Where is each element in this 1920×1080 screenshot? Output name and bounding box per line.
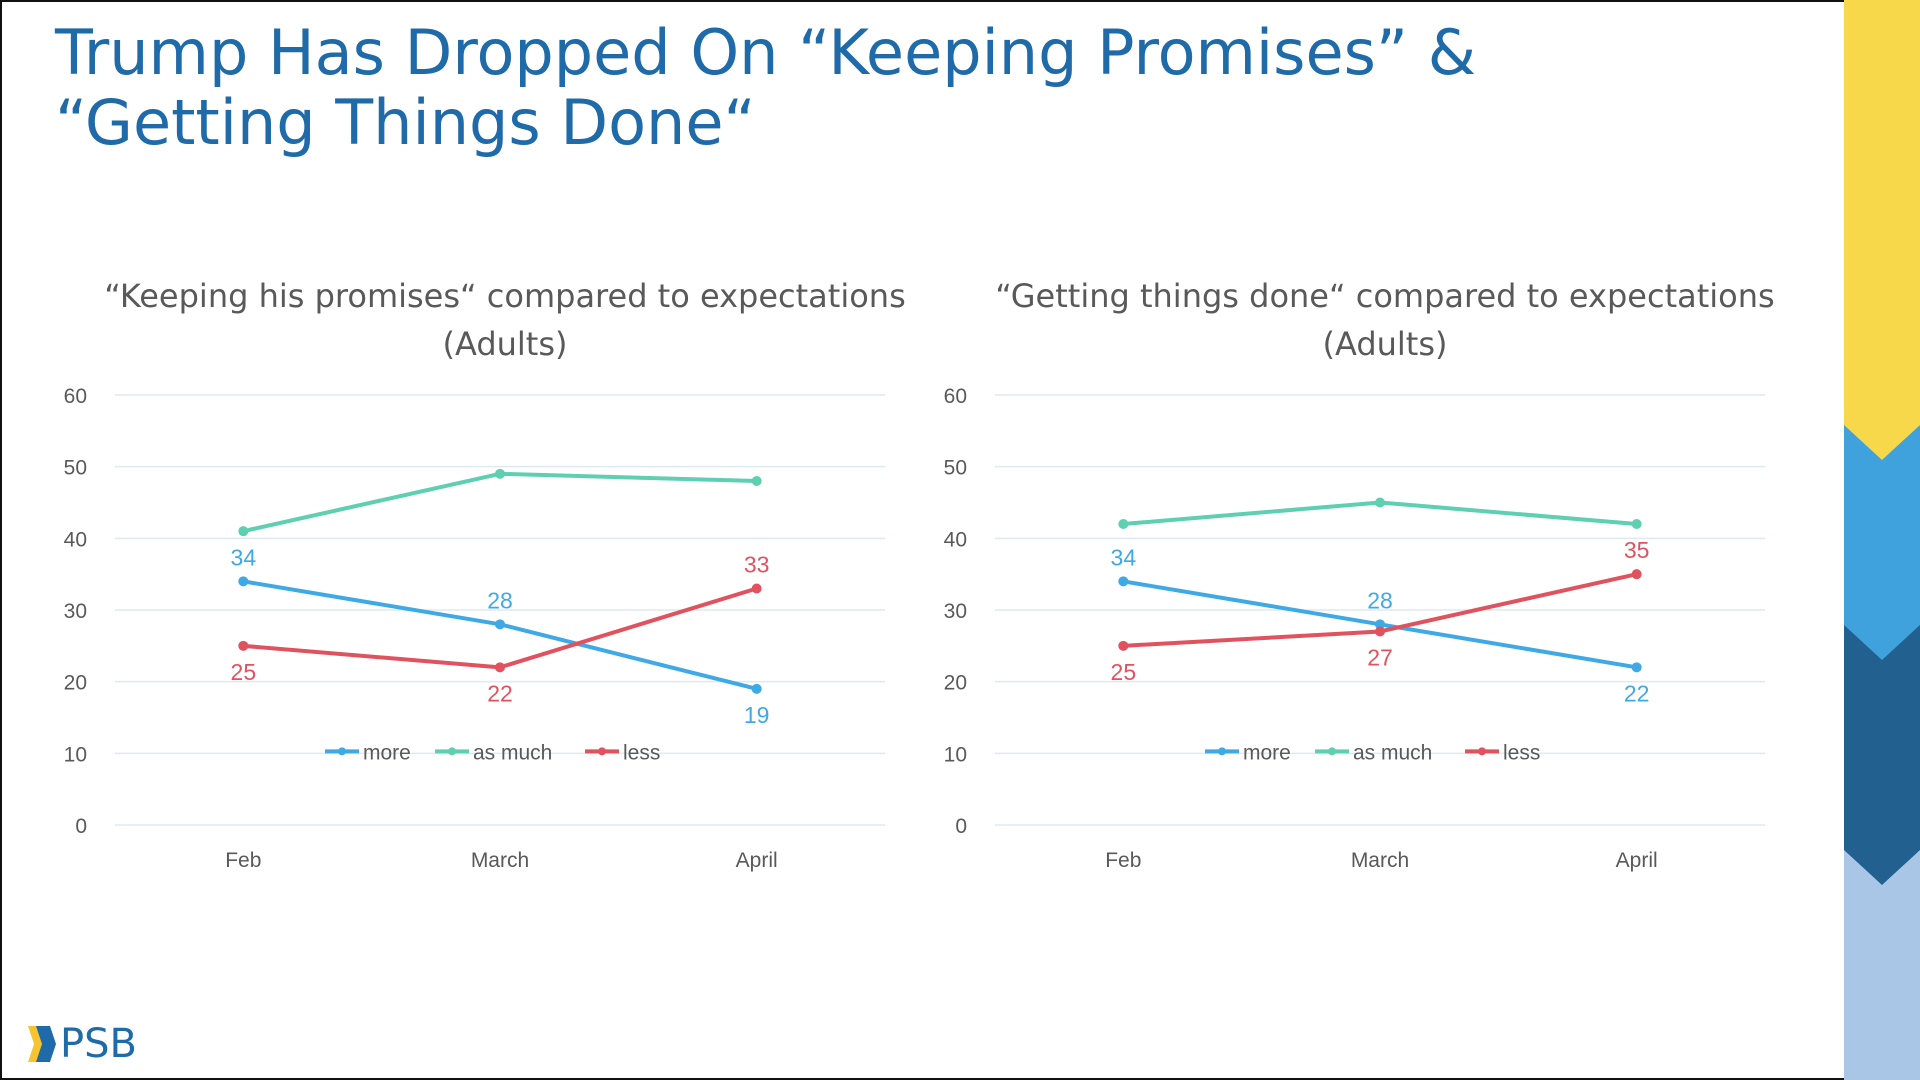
legend-label-as-much: as much — [1353, 741, 1432, 764]
y-tick-label: 50 — [64, 457, 87, 480]
y-tick-label: 0 — [75, 815, 87, 838]
legend-label-more: more — [363, 741, 411, 764]
data-label-more: 34 — [231, 544, 257, 570]
legend-label-as-much: as much — [473, 741, 552, 764]
data-point-less — [238, 640, 249, 651]
data-point-as-much — [1375, 497, 1385, 508]
data-point-more — [751, 683, 762, 694]
legend-label-less: less — [623, 741, 660, 764]
data-point-as-much — [1631, 519, 1642, 529]
y-tick-label: 40 — [64, 528, 87, 551]
series-line-as-much — [242, 471, 757, 534]
legend-label-less: less — [1503, 741, 1540, 764]
legend-marker-more — [338, 747, 346, 756]
data-point-less — [1118, 640, 1129, 651]
psb-logo-icon — [28, 1026, 56, 1062]
data-label-more: 34 — [1111, 544, 1137, 570]
data-point-more — [1375, 619, 1385, 630]
data-label-more: 19 — [744, 702, 770, 728]
chart-keeping-promises: 0 10 20 30 40 50 60 Feb March April 34 28 19 25 22 33 mo… — [64, 385, 885, 872]
slide-title: Trump Has Dropped On “Keeping Promises” … — [55, 16, 1477, 159]
x-tick-label: April — [1616, 849, 1658, 872]
y-tick-label: 10 — [944, 743, 967, 766]
y-tick-label: 60 — [944, 385, 967, 408]
x-tick-label: Feb — [225, 849, 261, 872]
chart-title-keeping-promises: “Keeping his promises“ compared to expec… — [104, 277, 906, 363]
data-point-more — [1631, 662, 1642, 673]
y-tick-label: 60 — [64, 385, 87, 408]
data-point-more — [1118, 576, 1129, 587]
data-point-as-much — [1118, 519, 1129, 529]
data-point-less — [495, 662, 505, 673]
y-tick-label: 40 — [944, 528, 967, 551]
side-decoration-bar — [1844, 0, 1920, 1080]
data-label-less: 33 — [744, 552, 770, 578]
legend-marker-more — [1218, 747, 1226, 756]
data-point-more — [495, 619, 505, 630]
x-tick-label: March — [1351, 849, 1409, 872]
data-point-less — [1631, 569, 1642, 580]
data-label-less: 25 — [231, 659, 257, 685]
legend-marker-as-much — [448, 747, 456, 756]
legend-marker-as-much — [1328, 747, 1336, 756]
data-point-as-much — [495, 468, 505, 479]
chart-getting-things-done: 0 10 20 30 40 50 60 Feb March April 34 28 22 25 27 35 mo… — [944, 385, 1765, 872]
data-label-less: 25 — [1111, 659, 1137, 685]
y-tick-label: 0 — [955, 815, 967, 838]
data-point-as-much — [238, 526, 249, 537]
data-point-less — [1375, 626, 1385, 637]
psb-logo: PSB — [28, 1020, 137, 1068]
data-point-more — [238, 576, 249, 587]
data-point-less — [751, 583, 762, 594]
chart-title-getting-things-done: “Getting things done“ compared to expect… — [995, 277, 1775, 363]
data-label-more: 22 — [1624, 680, 1650, 706]
legend-marker-less — [1478, 747, 1486, 756]
data-point-as-much — [751, 476, 762, 486]
y-tick-label: 30 — [64, 600, 87, 623]
legend-marker-less — [598, 747, 606, 756]
legend-label-more: more — [1243, 741, 1291, 764]
psb-logo-text: PSB — [60, 1021, 137, 1067]
x-tick-label: March — [471, 849, 529, 872]
data-label-more: 28 — [1367, 587, 1393, 613]
x-tick-label: April — [736, 849, 778, 872]
y-tick-label: 10 — [64, 743, 87, 766]
data-label-less: 27 — [1367, 645, 1393, 671]
y-tick-label: 20 — [944, 672, 967, 695]
y-tick-label: 30 — [944, 600, 967, 623]
x-tick-label: Feb — [1105, 849, 1141, 872]
data-label-more: 28 — [487, 587, 513, 613]
y-tick-label: 20 — [64, 672, 87, 695]
data-label-less: 35 — [1624, 537, 1650, 563]
data-label-less: 22 — [487, 680, 513, 706]
y-tick-label: 50 — [944, 457, 967, 480]
